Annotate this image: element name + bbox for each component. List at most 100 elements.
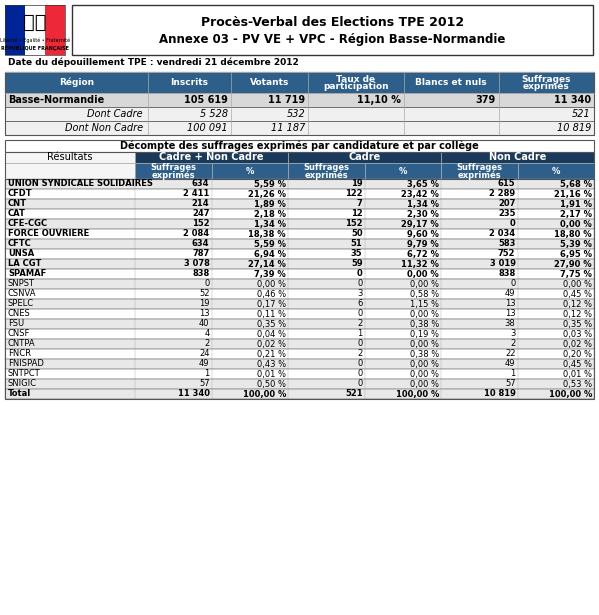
Text: FNISPAD: FNISPAD: [8, 360, 44, 368]
Text: 5,39 %: 5,39 %: [560, 239, 592, 248]
Bar: [5, 249, 594, 259]
Text: 0,00 %: 0,00 %: [407, 269, 439, 279]
Text: Suffrages: Suffrages: [303, 164, 349, 172]
Bar: [5, 5, 25, 55]
Text: 0: 0: [357, 360, 362, 368]
Text: 11 340: 11 340: [554, 95, 591, 105]
Text: 3: 3: [357, 290, 362, 298]
Text: Basse-Normandie: Basse-Normandie: [8, 95, 104, 105]
Text: CAT: CAT: [8, 210, 26, 218]
Text: 0: 0: [510, 220, 516, 229]
Text: Suffrages: Suffrages: [522, 74, 571, 84]
Text: 0,00 %: 0,00 %: [410, 360, 439, 368]
Text: 152: 152: [345, 220, 362, 229]
Bar: [5, 140, 594, 152]
Bar: [5, 189, 594, 199]
Text: 2 084: 2 084: [183, 229, 210, 239]
Bar: [5, 389, 594, 399]
Bar: [5, 163, 135, 179]
Text: CNTPA: CNTPA: [8, 339, 35, 349]
Text: 0,12 %: 0,12 %: [563, 300, 592, 309]
Text: 0,17 %: 0,17 %: [257, 300, 286, 309]
Text: 6,94 %: 6,94 %: [254, 250, 286, 258]
Bar: [5, 279, 594, 289]
Text: 0,38 %: 0,38 %: [410, 349, 439, 359]
Text: 21,26 %: 21,26 %: [248, 189, 286, 199]
Text: Dont Cadre: Dont Cadre: [87, 109, 143, 119]
Text: 634: 634: [192, 239, 210, 248]
Text: 214: 214: [192, 199, 210, 208]
Bar: [5, 239, 594, 249]
Text: Décompte des suffrages exprimés par candidature et par collège: Décompte des suffrages exprimés par cand…: [120, 141, 479, 151]
Text: 50: 50: [351, 229, 362, 239]
Text: 0,35 %: 0,35 %: [257, 320, 286, 328]
Text: 2 411: 2 411: [183, 189, 210, 199]
Bar: [5, 72, 594, 135]
Text: 3 019: 3 019: [489, 260, 516, 269]
Bar: [288, 163, 365, 179]
Bar: [5, 209, 594, 219]
Text: CFE-CGC: CFE-CGC: [8, 220, 48, 229]
Text: Date du dépouillement TPE : vendredi 21 décembre 2012: Date du dépouillement TPE : vendredi 21 …: [8, 57, 299, 67]
Text: 247: 247: [192, 210, 210, 218]
Text: 57: 57: [199, 379, 210, 389]
Text: 2 289: 2 289: [489, 189, 516, 199]
Text: 0,46 %: 0,46 %: [257, 290, 286, 298]
Text: 207: 207: [498, 199, 516, 208]
Text: 0,01 %: 0,01 %: [563, 370, 592, 378]
Bar: [5, 299, 594, 309]
Text: exprimés: exprimés: [152, 170, 195, 180]
Text: 52: 52: [199, 290, 210, 298]
Text: Résultats: Résultats: [47, 153, 93, 162]
Text: 1: 1: [357, 330, 362, 338]
Text: CNES: CNES: [8, 309, 31, 319]
Text: RÉPUBLIQUE FRANÇAISE: RÉPUBLIQUE FRANÇAISE: [1, 44, 69, 50]
Text: 0,45 %: 0,45 %: [563, 360, 592, 368]
Text: Liberté • Égalité • Fraternité: Liberté • Égalité • Fraternité: [0, 37, 70, 43]
Text: 2,17 %: 2,17 %: [560, 210, 592, 218]
Text: 13: 13: [505, 300, 516, 309]
Text: 0,02 %: 0,02 %: [257, 339, 286, 349]
Text: 4: 4: [204, 330, 210, 338]
Text: Région: Région: [59, 77, 94, 87]
Bar: [5, 152, 594, 179]
Text: 18,80 %: 18,80 %: [555, 229, 592, 239]
Bar: [5, 179, 594, 189]
Text: UNSA: UNSA: [8, 250, 34, 258]
Text: 🇫🇷: 🇫🇷: [23, 13, 47, 32]
Bar: [5, 179, 594, 399]
Text: 27,14 %: 27,14 %: [248, 260, 286, 269]
Text: 100,00 %: 100,00 %: [395, 389, 439, 399]
Text: 235: 235: [498, 210, 516, 218]
Text: 0,02 %: 0,02 %: [563, 339, 592, 349]
Bar: [5, 319, 594, 329]
Text: 13: 13: [199, 309, 210, 319]
Bar: [5, 199, 594, 209]
Text: 0: 0: [357, 309, 362, 319]
Text: Procès-Verbal des Elections TPE 2012: Procès-Verbal des Elections TPE 2012: [201, 16, 464, 29]
Text: exprimés: exprimés: [458, 170, 501, 180]
Text: 2 034: 2 034: [489, 229, 516, 239]
Text: 10 819: 10 819: [483, 389, 516, 399]
Text: 0,04 %: 0,04 %: [257, 330, 286, 338]
Text: 105 619: 105 619: [184, 95, 228, 105]
Text: CNSF: CNSF: [8, 330, 31, 338]
Bar: [365, 163, 441, 179]
Text: SNIGIC: SNIGIC: [8, 379, 37, 389]
Text: 532: 532: [287, 109, 305, 119]
Text: 1,34 %: 1,34 %: [407, 199, 439, 208]
Text: 0,12 %: 0,12 %: [563, 309, 592, 319]
Bar: [5, 219, 594, 229]
Text: 2,18 %: 2,18 %: [254, 210, 286, 218]
Text: 49: 49: [505, 290, 516, 298]
Text: 51: 51: [351, 239, 362, 248]
Text: 0: 0: [357, 269, 362, 279]
Text: 0,00 %: 0,00 %: [410, 339, 439, 349]
Text: 1,34 %: 1,34 %: [254, 220, 286, 229]
Text: 0,00 %: 0,00 %: [410, 379, 439, 389]
Text: 0,19 %: 0,19 %: [410, 330, 439, 338]
Text: 29,17 %: 29,17 %: [401, 220, 439, 229]
Bar: [5, 259, 594, 269]
Text: Suffrages: Suffrages: [150, 164, 196, 172]
Text: 2,30 %: 2,30 %: [407, 210, 439, 218]
